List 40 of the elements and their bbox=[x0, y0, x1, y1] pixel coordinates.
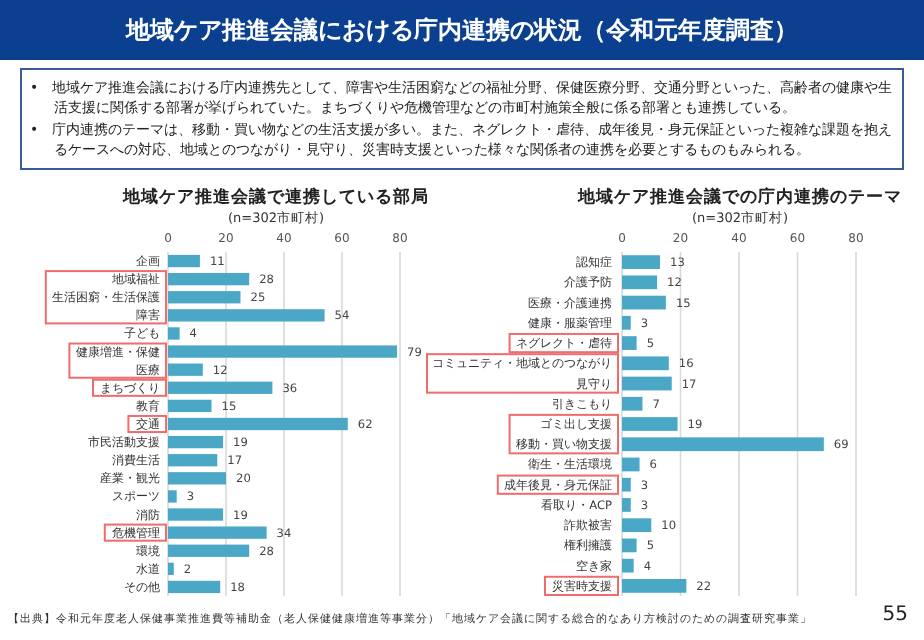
text: 55 bbox=[882, 604, 908, 626]
bar bbox=[168, 472, 226, 485]
bar bbox=[168, 417, 348, 431]
text: 地域ケア推進会議における庁内連携の状況（令和元年度調査） bbox=[0, 0, 924, 60]
bar bbox=[168, 580, 221, 594]
bar bbox=[168, 490, 177, 503]
bar bbox=[622, 518, 652, 533]
bar bbox=[622, 356, 669, 371]
bar bbox=[168, 327, 180, 340]
bar bbox=[168, 254, 200, 268]
bar bbox=[622, 558, 634, 573]
bar bbox=[168, 526, 267, 539]
bar bbox=[622, 538, 637, 553]
bar bbox=[622, 457, 640, 472]
bar bbox=[168, 345, 398, 358]
bar bbox=[622, 396, 643, 411]
bar bbox=[168, 544, 250, 557]
bar bbox=[168, 363, 203, 376]
bar bbox=[168, 381, 273, 394]
bar bbox=[168, 454, 218, 467]
bar bbox=[168, 435, 224, 449]
chart-title: 地域ケア推進会議で連携している部局 bbox=[121, 186, 429, 208]
bar bbox=[622, 498, 631, 512]
bar bbox=[622, 579, 687, 593]
bar bbox=[622, 437, 824, 452]
bar bbox=[622, 477, 631, 492]
bar bbox=[168, 309, 325, 322]
bar bbox=[622, 336, 637, 350]
bar bbox=[622, 275, 658, 290]
bar bbox=[168, 291, 241, 304]
bar bbox=[622, 315, 631, 330]
bar bbox=[168, 399, 212, 413]
bar bbox=[168, 273, 250, 286]
bar bbox=[622, 376, 672, 391]
bar bbox=[168, 508, 224, 521]
bar bbox=[622, 295, 666, 310]
chart-title: 地域ケア推進会議での庁内連携のテーマ bbox=[576, 186, 902, 208]
bar bbox=[622, 255, 661, 269]
bar bbox=[168, 562, 174, 575]
bar bbox=[622, 417, 678, 431]
